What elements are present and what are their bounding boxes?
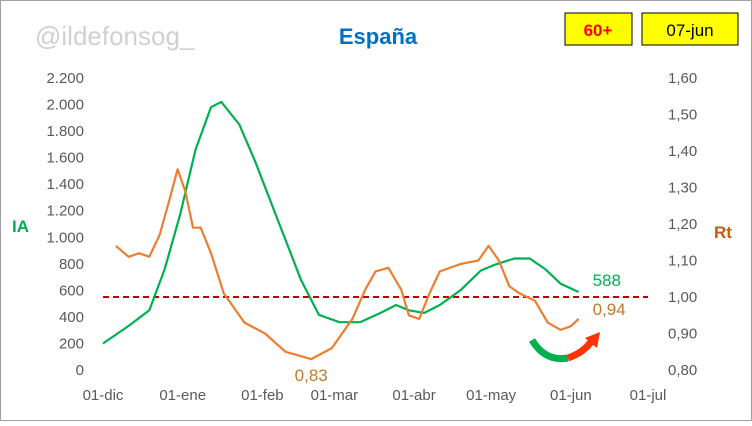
- annotation: 0,83: [295, 366, 328, 385]
- y2-tick-label: 0,90: [668, 326, 697, 343]
- badge: 07-jun: [666, 21, 713, 40]
- y-tick-label: 1.800: [46, 123, 84, 140]
- annotation: 588: [593, 271, 621, 290]
- y-tick-label: 2.000: [46, 97, 84, 114]
- badge-box: [564, 12, 633, 46]
- x-tick-label: 01-jun: [550, 387, 592, 404]
- x-tick-label: 01-abr: [392, 387, 435, 404]
- y-tick-label: 200: [59, 335, 84, 352]
- trend-arrow: [528, 332, 600, 363]
- y2-tick-label: 1,50: [668, 107, 697, 124]
- y-tick-label: 600: [59, 282, 84, 299]
- y-tick-label: 800: [59, 256, 84, 273]
- y2-tick-label: 1,00: [668, 289, 697, 306]
- y-tick-label: 2.200: [46, 70, 84, 87]
- line: [115, 168, 580, 361]
- y-tick-label: 1.200: [46, 203, 84, 220]
- badge-box: [641, 12, 739, 46]
- y-tick-label: 1.600: [46, 150, 84, 167]
- y2-axis-label: Rt: [714, 223, 732, 242]
- x-tick-label: 01-feb: [241, 387, 284, 404]
- y-tick-label: 0: [76, 362, 84, 379]
- y2-tick-label: 1,10: [668, 253, 697, 270]
- y2-tick-label: 0,80: [668, 362, 697, 379]
- x-tick-label: 01-jul: [630, 387, 667, 404]
- x-tick-label: 01-may: [466, 387, 517, 404]
- x-tick-label: 01-dic: [83, 387, 124, 404]
- annotation: 0,94: [593, 300, 626, 319]
- chart-title: España: [339, 24, 418, 49]
- y2-tick-label: 1,60: [668, 70, 697, 87]
- y-axis-label: IA: [12, 217, 29, 236]
- watermark: @ildefonsog_: [35, 21, 195, 51]
- x-tick-label: 01-mar: [311, 387, 359, 404]
- badge: 60+: [584, 21, 613, 40]
- y-tick-label: 400: [59, 309, 84, 326]
- y2-tick-label: 1,40: [668, 143, 697, 160]
- y2-tick-label: 1,30: [668, 180, 697, 197]
- x-tick-label: 01-ene: [159, 387, 206, 404]
- y2-tick-label: 1,20: [668, 216, 697, 233]
- y-tick-label: 1.000: [46, 229, 84, 246]
- y-tick-label: 1.400: [46, 176, 84, 193]
